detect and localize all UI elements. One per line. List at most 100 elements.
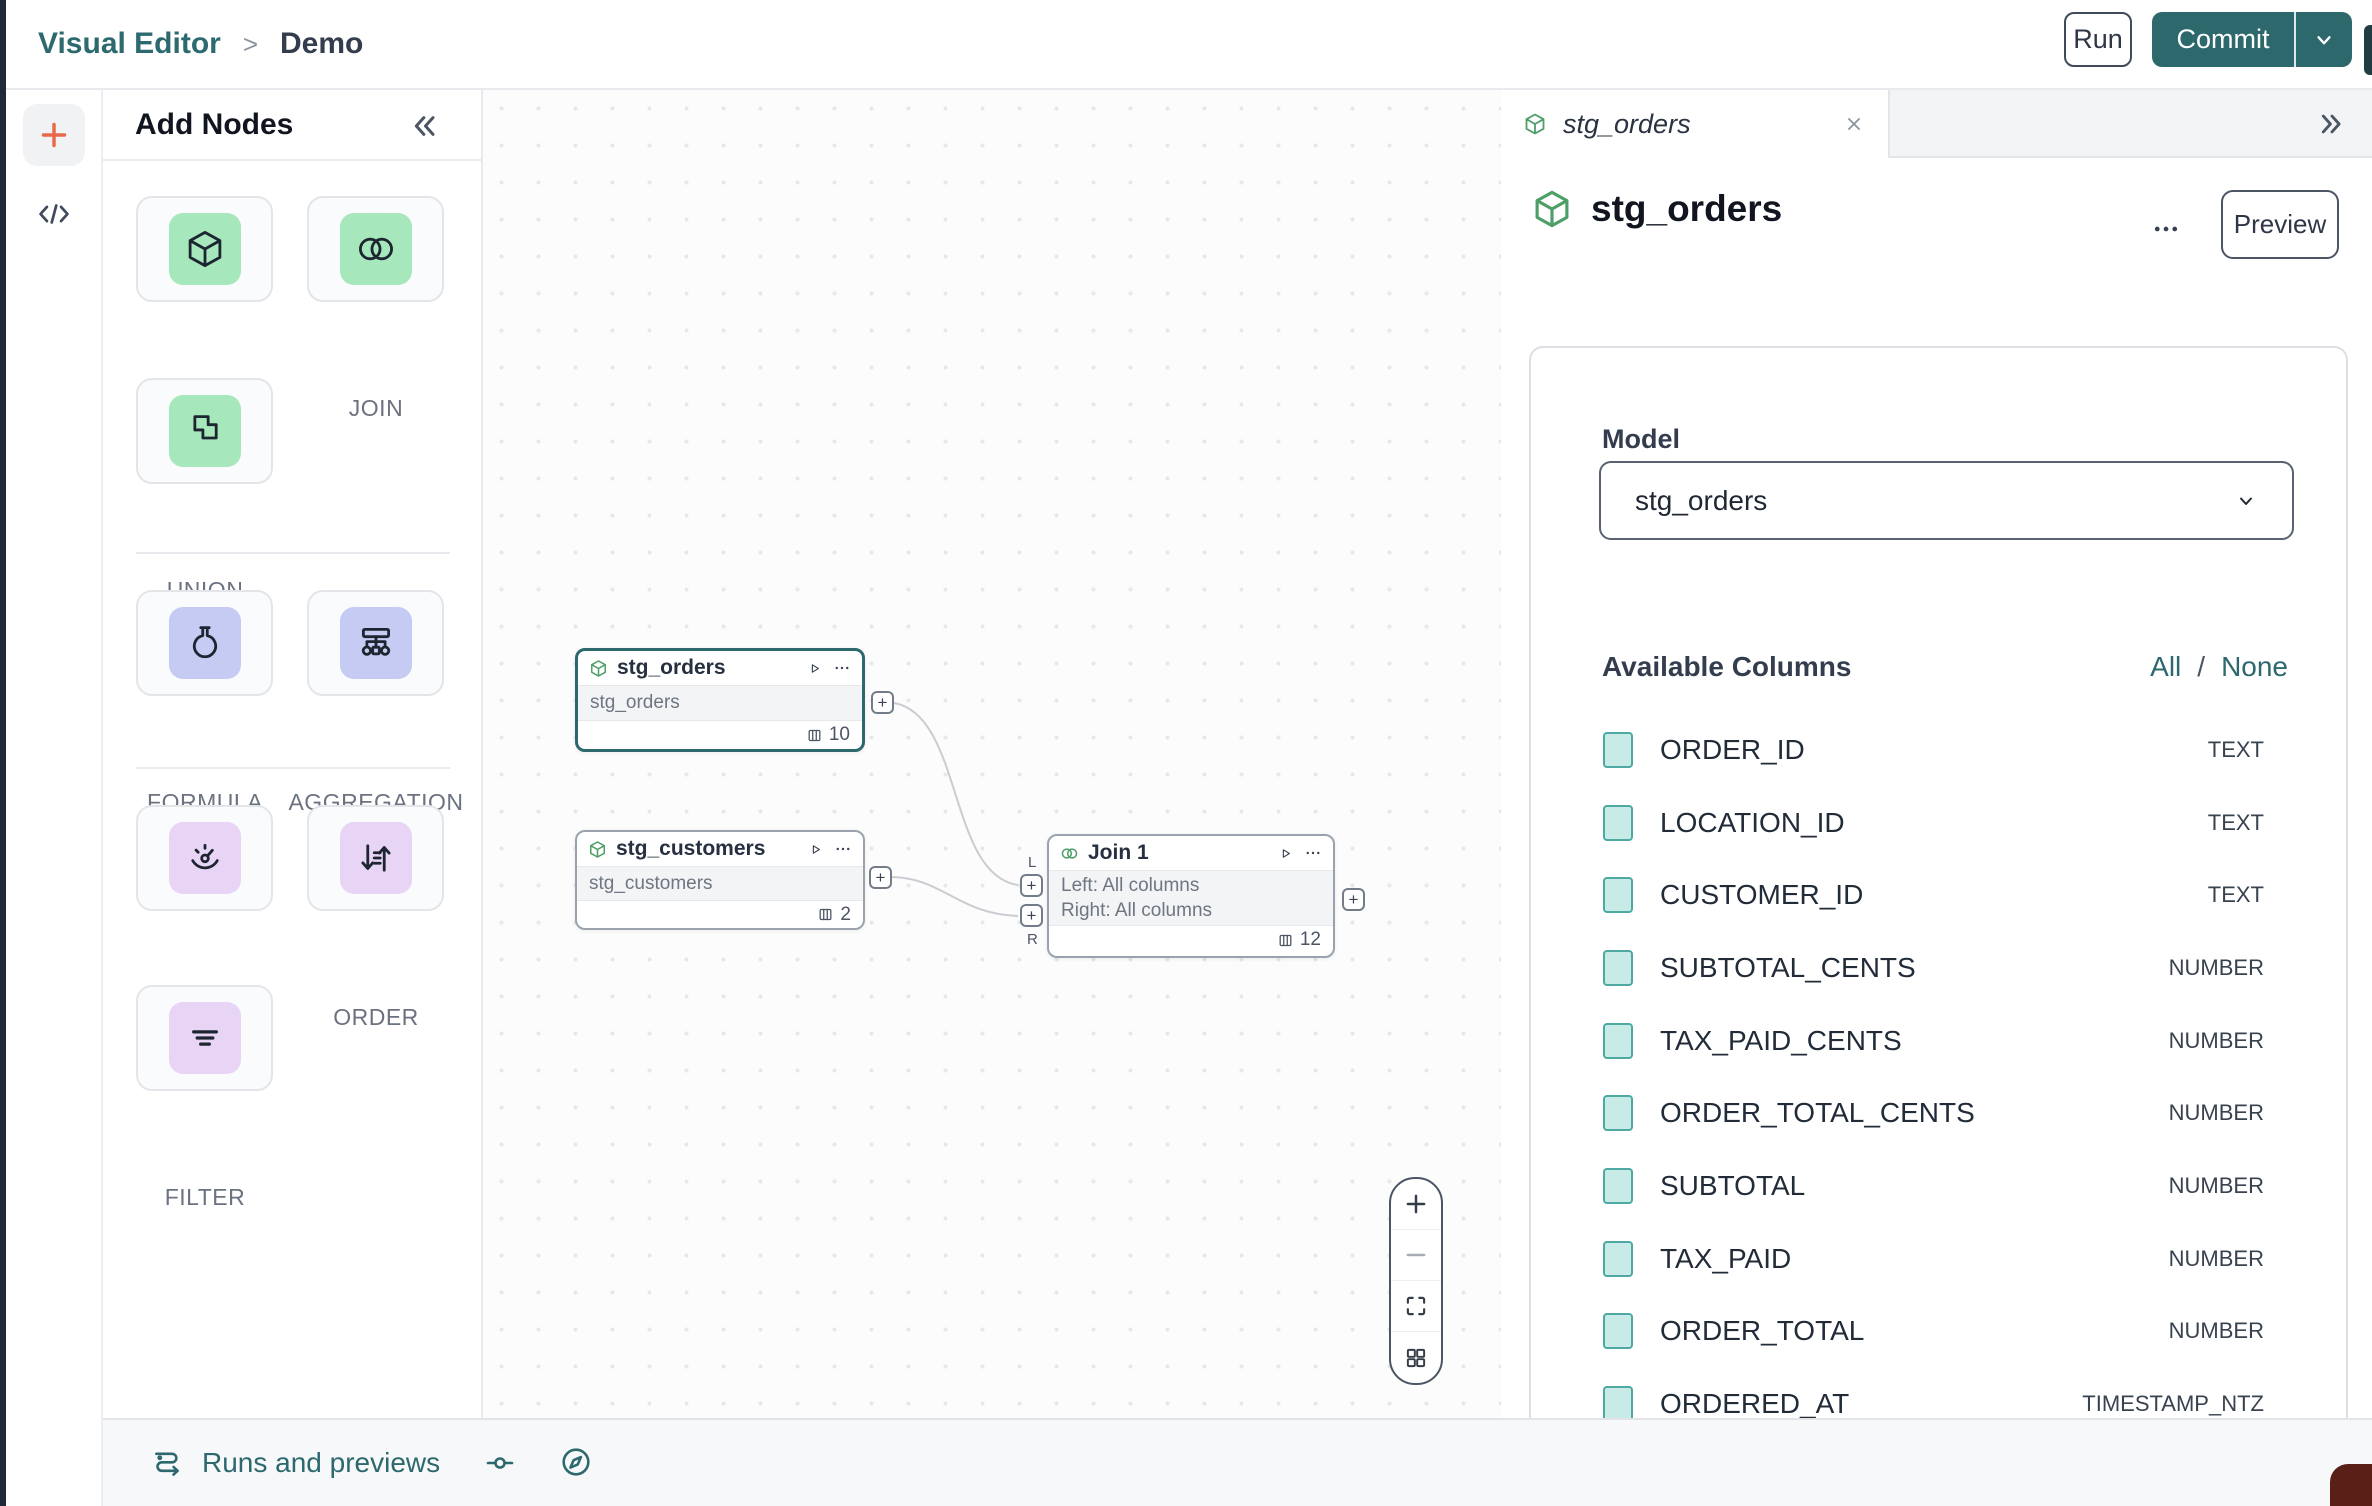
node-menu-icon[interactable] bbox=[833, 659, 851, 677]
join-right-config: Right: All columns bbox=[1061, 899, 1213, 921]
preview-button[interactable]: Preview bbox=[2221, 190, 2339, 259]
pipeline-canvas[interactable]: stg_orders stg_orders 10 + bbox=[483, 90, 1501, 1418]
node-tile-order[interactable] bbox=[307, 805, 444, 911]
model-select-dropdown[interactable]: stg_orders bbox=[1599, 461, 2294, 540]
node-title: stg_customers bbox=[616, 837, 766, 860]
column-checkbox[interactable] bbox=[1603, 732, 1633, 768]
breadcrumb-visual-editor-link[interactable]: Visual Editor bbox=[38, 27, 221, 60]
column-checkbox[interactable] bbox=[1603, 1023, 1633, 1059]
run-button[interactable]: Run bbox=[2064, 12, 2132, 67]
join-left-config: Left: All columns bbox=[1061, 874, 1200, 896]
zoom-out-button[interactable] bbox=[1391, 1230, 1441, 1281]
canvas-node-stg-orders[interactable]: stg_orders stg_orders 10 bbox=[575, 648, 865, 752]
node-tile-formula[interactable] bbox=[136, 590, 273, 696]
output-port-plus[interactable]: + bbox=[871, 691, 894, 714]
node-footer: 2 bbox=[577, 901, 863, 928]
node-tile-model[interactable] bbox=[136, 196, 273, 302]
column-row: SUBTOTAL NUMBER bbox=[1531, 1150, 2346, 1222]
column-type: NUMBER bbox=[2168, 1028, 2264, 1053]
node-tile-aggregation[interactable] bbox=[307, 590, 444, 696]
join-right-port-label: R bbox=[1027, 931, 1038, 948]
commit-node-icon[interactable] bbox=[483, 1446, 517, 1480]
node-menu-icon[interactable] bbox=[1304, 844, 1322, 862]
code-view-button[interactable] bbox=[26, 194, 82, 234]
runs-and-previews-button[interactable]: Runs and previews bbox=[150, 1420, 440, 1506]
run-node-icon[interactable] bbox=[807, 841, 824, 858]
column-type: NUMBER bbox=[2168, 955, 2264, 980]
node-tile-union[interactable] bbox=[136, 378, 273, 484]
divider bbox=[136, 767, 450, 769]
column-checkbox[interactable] bbox=[1603, 950, 1633, 986]
column-checkbox[interactable] bbox=[1603, 1168, 1633, 1204]
column-checkbox[interactable] bbox=[1603, 1241, 1633, 1277]
fit-view-button[interactable] bbox=[1391, 1281, 1441, 1332]
column-checkbox[interactable] bbox=[1603, 877, 1633, 913]
join-venn-icon bbox=[339, 213, 412, 285]
zoom-in-button[interactable] bbox=[1391, 1179, 1441, 1230]
column-checkbox[interactable] bbox=[1603, 1386, 1633, 1422]
canvas-zoom-controls bbox=[1389, 1177, 1443, 1385]
column-count: 2 bbox=[840, 903, 851, 925]
node-tile-limit[interactable] bbox=[136, 805, 273, 911]
code-icon bbox=[33, 197, 75, 231]
column-row: LOCATION_ID TEXT bbox=[1531, 787, 2346, 859]
model-cube-icon bbox=[1523, 112, 1547, 136]
expand-panel-button[interactable] bbox=[2313, 105, 2351, 143]
node-menu-icon[interactable] bbox=[834, 840, 852, 858]
panel-tab-bar: stg_orders bbox=[1501, 90, 2372, 158]
select-none-link[interactable]: None bbox=[2221, 651, 2288, 682]
node-tile-join[interactable] bbox=[307, 196, 444, 302]
column-checkbox[interactable] bbox=[1603, 805, 1633, 841]
column-name: ORDERED_AT bbox=[1660, 1388, 1850, 1419]
commit-dropdown-button[interactable] bbox=[2296, 12, 2352, 67]
compass-icon[interactable] bbox=[558, 1444, 594, 1480]
node-join-config: Left: All columns Right: All columns bbox=[1049, 871, 1333, 926]
window-edge-strip bbox=[0, 0, 6, 1506]
aggregation-tree-icon bbox=[339, 607, 412, 679]
column-checkbox[interactable] bbox=[1603, 1095, 1633, 1131]
preview-button-label: Preview bbox=[2233, 209, 2327, 239]
output-port-plus[interactable]: + bbox=[869, 866, 892, 889]
collapse-panel-button[interactable] bbox=[403, 106, 443, 146]
node-tile-filter[interactable] bbox=[136, 985, 273, 1091]
join-left-input-port[interactable]: + bbox=[1020, 874, 1043, 897]
column-name: ORDER_TOTAL bbox=[1660, 1315, 1865, 1346]
column-type: TIMESTAMP_NTZ bbox=[2082, 1391, 2264, 1416]
column-checkbox[interactable] bbox=[1603, 1313, 1633, 1349]
run-node-icon[interactable] bbox=[806, 660, 823, 677]
run-node-icon[interactable] bbox=[1277, 845, 1294, 862]
join-venn-icon bbox=[1060, 844, 1079, 863]
tile-label-order: ORDER bbox=[333, 1004, 419, 1030]
left-rail bbox=[0, 90, 103, 1506]
column-row: ORDER_TOTAL_CENTS NUMBER bbox=[1531, 1077, 2346, 1149]
column-name: TAX_PAID_CENTS bbox=[1660, 1025, 1902, 1056]
commit-button[interactable]: Commit bbox=[2152, 12, 2296, 67]
edge-connections bbox=[891, 702, 1019, 917]
panel-menu-icon[interactable] bbox=[2151, 214, 2181, 244]
grid-layout-button[interactable] bbox=[1391, 1332, 1441, 1383]
close-icon[interactable] bbox=[1842, 112, 1866, 136]
chevrons-left-icon bbox=[403, 106, 443, 146]
tab-stg-orders[interactable]: stg_orders bbox=[1501, 90, 1890, 158]
column-row: ORDER_TOTAL NUMBER bbox=[1531, 1295, 2346, 1367]
tile-label-filter: FILTER bbox=[164, 1184, 246, 1210]
canvas-node-join-1[interactable]: Join 1 Left: All columns Right: All colu… bbox=[1047, 834, 1335, 958]
canvas-node-stg-customers[interactable]: stg_customers stg_customers 2 bbox=[575, 830, 865, 930]
node-footer: 10 bbox=[578, 721, 862, 749]
union-shapes-icon bbox=[168, 395, 241, 467]
node-header: stg_customers bbox=[577, 832, 863, 867]
model-config-card: Model stg_orders Available Columns All /… bbox=[1529, 346, 2348, 1506]
column-type: NUMBER bbox=[2168, 1318, 2264, 1343]
column-type: TEXT bbox=[2207, 810, 2264, 835]
commit-button-label: Commit bbox=[2176, 24, 2270, 54]
runs-flow-icon bbox=[150, 1446, 184, 1480]
columns-icon bbox=[1277, 932, 1294, 949]
output-port-plus[interactable]: + bbox=[1342, 888, 1365, 911]
select-all-link[interactable]: All bbox=[2150, 651, 2182, 682]
bottom-bar: Runs and previews bbox=[103, 1418, 2372, 1506]
add-nodes-tool-button[interactable] bbox=[23, 104, 85, 166]
join-right-input-port[interactable]: + bbox=[1020, 904, 1043, 927]
select-separator: / bbox=[2197, 651, 2206, 682]
order-sort-icon bbox=[339, 822, 412, 894]
